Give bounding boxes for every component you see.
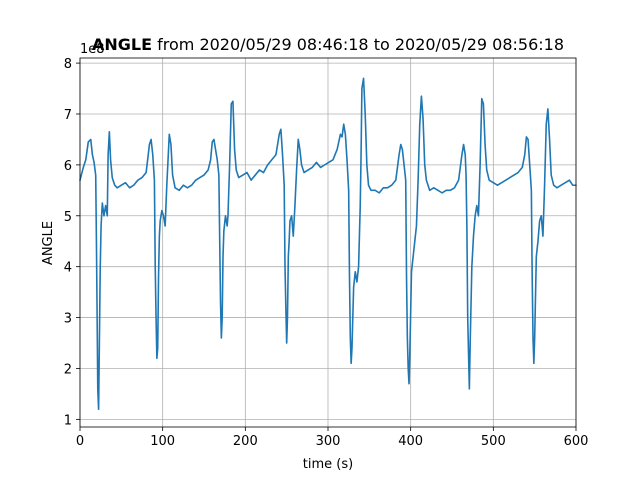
chart-title-rest: from 2020/05/29 08:46:18 to 2020/05/29 0…	[152, 35, 564, 54]
angle-series-line	[79, 77, 577, 410]
y-tick-label: 4	[64, 261, 72, 276]
chart-title-bold: ANGLE	[92, 35, 152, 54]
x-tick-label: 100	[150, 434, 175, 449]
x-tick-label: 600	[564, 434, 589, 449]
chart-title: ANGLE from 2020/05/29 08:46:18 to 2020/0…	[92, 35, 564, 54]
y-offset-label: 1e8	[80, 42, 105, 57]
axis-ticks: 0 100 200 300 400 500 600 1 2 3 4 5 6 7 8	[64, 57, 589, 449]
y-tick-label: 2	[64, 362, 72, 377]
y-tick-label: 6	[64, 159, 72, 174]
y-tick-label: 3	[64, 312, 72, 327]
x-tick-label: 500	[481, 434, 506, 449]
y-axis-label: ANGLE	[41, 221, 56, 265]
series-layer	[79, 77, 577, 410]
x-tick-label: 0	[76, 434, 84, 449]
y-tick-label: 8	[64, 57, 72, 72]
x-tick-label: 200	[233, 434, 258, 449]
y-tick-label: 7	[64, 108, 72, 123]
x-tick-label: 400	[398, 434, 423, 449]
x-axis-label: time (s)	[303, 457, 353, 472]
y-tick-label: 1	[64, 413, 72, 428]
x-tick-label: 300	[316, 434, 341, 449]
y-tick-label: 5	[64, 210, 72, 225]
